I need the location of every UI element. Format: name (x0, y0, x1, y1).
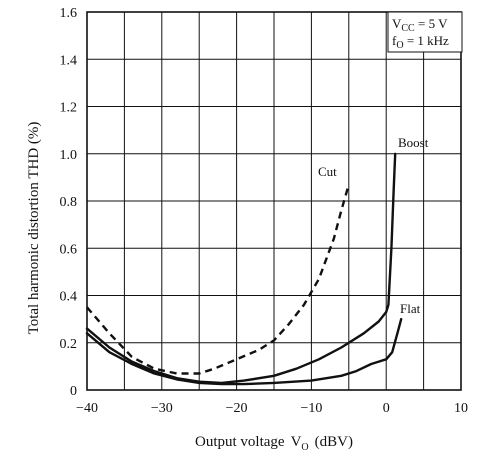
y-tick-label: 1.2 (60, 101, 78, 116)
conditions-box-frame (387, 11, 463, 53)
series-cut-line (86, 184, 350, 375)
flat-label: Flat (400, 301, 421, 316)
vcc-condition: VCC = 5 V (392, 16, 448, 34)
conditions-box: VCC = 5 V fO = 1 kHz (387, 11, 463, 53)
x-tick-label: 0 (383, 401, 390, 416)
x-axis-unit: (dBV) (315, 434, 353, 450)
series-boost-line (85, 152, 397, 385)
fo-condition: fO = 1 kHz (392, 33, 449, 51)
y-tick-label: 0.2 (60, 337, 78, 352)
x-tick-label: −20 (226, 401, 248, 416)
grid (86, 11, 462, 391)
y-tick-label: 0.4 (60, 290, 78, 305)
x-axis-symbol-sub: O (301, 442, 308, 453)
y-tick-labels: 0 0.2 0.4 0.6 0.8 1.0 1.2 1.4 1.6 (60, 6, 78, 399)
y-axis-title: Total harmonic distortion THD (%) (26, 122, 42, 335)
y-tick-label: 1.4 (60, 53, 78, 68)
x-axis-symbol: V (291, 434, 302, 450)
x-axis-title: Output voltage VO (dBV) (195, 434, 353, 453)
boost-label: Boost (398, 135, 429, 150)
y-tick-label: 0.8 (60, 195, 78, 210)
series-flat-line (85, 317, 403, 386)
x-tick-label: 10 (454, 401, 468, 416)
x-tick-label: −30 (151, 401, 173, 416)
cut-label: Cut (318, 164, 337, 179)
x-tick-label: −40 (76, 401, 98, 416)
x-axis-title-text: Output voltage (195, 434, 285, 450)
plot-frame (86, 11, 462, 391)
y-tick-label: 1.0 (60, 148, 78, 163)
series-layer (85, 152, 403, 386)
y-tick-label: 0.6 (60, 242, 78, 257)
y-tick-label: 1.6 (60, 6, 78, 21)
y-tick-label: 0 (70, 384, 77, 399)
x-tick-labels: −40 −30 −20 −10 0 10 (76, 401, 468, 416)
x-tick-label: −10 (300, 401, 322, 416)
